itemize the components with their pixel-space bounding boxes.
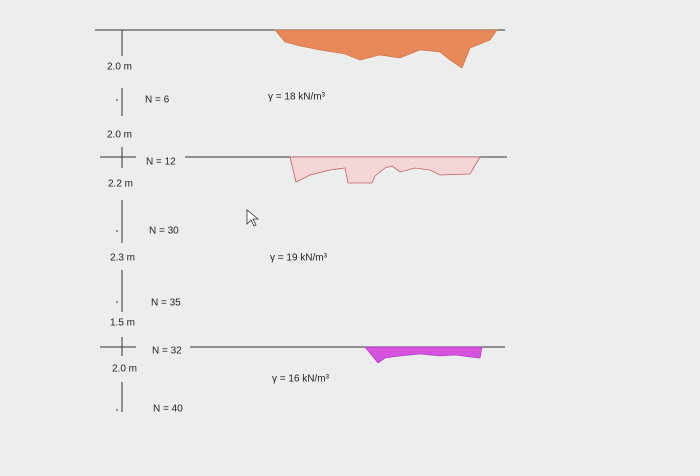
depth-label: 1.5 m	[110, 318, 135, 329]
spt-value: N = 30	[149, 226, 179, 237]
depth-label: 2.2 m	[108, 179, 133, 190]
cursor-icon	[246, 209, 260, 227]
unit-weight: γ = 18 kN/m³	[268, 92, 326, 103]
depth-label: 2.0 m	[112, 364, 137, 375]
spt-value: N = 12	[146, 157, 176, 168]
spt-value: N = 40	[153, 404, 183, 415]
hatched-soil	[289, 156, 481, 184]
hatched-soil	[364, 346, 483, 364]
hatched-soil	[274, 29, 498, 69]
depth-label: 2.0 m	[107, 130, 132, 141]
unit-weight: γ = 16 kN/m³	[272, 374, 330, 385]
spt-value: N = 32	[152, 346, 182, 357]
spt-value: N = 35	[151, 298, 181, 309]
depth-label: 2.3 m	[110, 253, 135, 264]
depth-label: 2.0 m	[107, 62, 132, 73]
unit-weight: γ = 19 kN/m³	[270, 253, 328, 264]
spt-value: N = 6	[145, 95, 170, 106]
